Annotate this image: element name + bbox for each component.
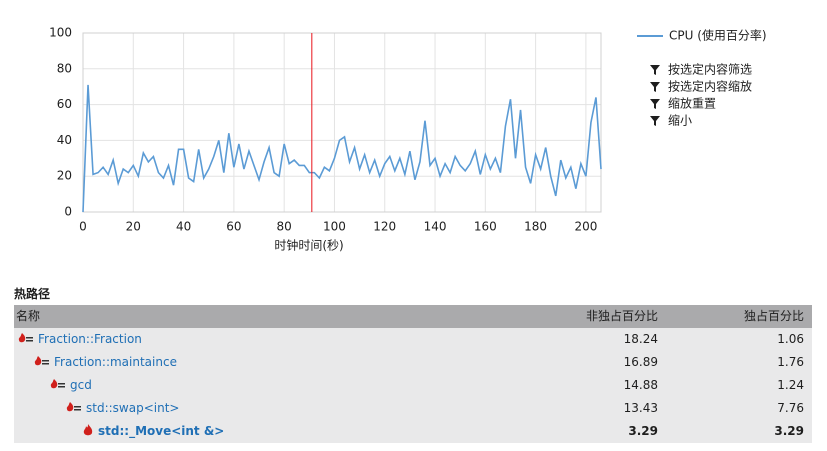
x-tick-label: 140	[424, 220, 447, 234]
y-tick-label: 40	[57, 133, 72, 147]
header-cell: 独占百分比	[743, 309, 804, 323]
filter-icon	[650, 82, 660, 92]
x-tick-label: 200	[574, 220, 597, 234]
function-name: std::swap<int>	[86, 401, 180, 415]
exclusive-percent: 1.76	[777, 355, 804, 369]
y-tick-label: 20	[57, 169, 72, 183]
x-tick-label: 80	[277, 220, 292, 234]
x-tick-label: 180	[524, 220, 547, 234]
x-tick-label: 160	[474, 220, 497, 234]
function-name: Fraction::maintaince	[54, 355, 177, 369]
y-tick-label: 80	[57, 61, 72, 75]
hot-path-table: 热路径 名称 非独占百分比 独占百分比 Fraction::Fraction 18…	[14, 283, 812, 443]
x-tick-label: 20	[126, 220, 141, 234]
table-row[interactable]: gcd 14.88 1.24	[14, 374, 812, 397]
table-title: 热路径	[14, 287, 51, 301]
filter-icon	[650, 116, 660, 126]
menu-item[interactable]: 缩放重置	[668, 96, 716, 111]
hot-icon	[18, 333, 33, 343]
exclusive-percent: 3.29	[774, 424, 804, 438]
inclusive-percent: 13.43	[623, 401, 658, 415]
name-cell: std::swap<int>	[66, 397, 179, 420]
exclusive-percent: 7.76	[777, 401, 804, 415]
x-tick-label: 100	[323, 220, 346, 234]
menu-item[interactable]: 按选定内容缩放	[668, 79, 752, 94]
inclusive-percent: 16.89	[623, 355, 658, 369]
table-row[interactable]: std::_Move<int &> 3.29 3.29	[14, 420, 812, 443]
exclusive-percent: 1.06	[777, 332, 804, 346]
header-cell: 名称	[16, 309, 41, 323]
x-axis-label: 时钟时间(秒)	[274, 238, 343, 253]
function-name: gcd	[70, 378, 92, 392]
x-tick-label: 0	[79, 220, 87, 234]
filter-icon	[650, 99, 660, 109]
y-tick-label: 0	[64, 205, 72, 219]
function-name: std::_Move<int &>	[98, 424, 225, 438]
plot-frame	[82, 32, 602, 213]
cpu-line	[82, 84, 602, 213]
chart: 时钟时间(秒) 0 20 40 60 80 100 0 20 40 60 80 100 120 140 16…	[49, 26, 767, 253]
inclusive-percent: 3.29	[628, 424, 658, 438]
name-cell: Fraction::Fraction	[18, 328, 142, 351]
hot-icon	[66, 402, 81, 412]
filter-icon	[650, 65, 660, 75]
hot-icon	[50, 379, 65, 389]
hot-icon	[34, 356, 49, 366]
header-cell: 非独占百分比	[585, 309, 658, 323]
menu-item[interactable]: 按选定内容筛选	[668, 62, 752, 77]
table-row[interactable]: std::swap<int> 13.43 7.76	[14, 397, 812, 420]
x-tick-label: 120	[373, 220, 396, 234]
legend-label: CPU (使用百分率)	[669, 28, 767, 43]
name-cell: gcd	[50, 374, 92, 397]
exclusive-percent: 1.24	[777, 378, 804, 392]
table-header: 名称 非独占百分比 独占百分比	[14, 305, 812, 328]
menu-item[interactable]: 缩小	[668, 113, 692, 128]
x-tick-label: 60	[226, 220, 241, 234]
table-row[interactable]: Fraction::maintaince 16.89 1.76	[14, 351, 812, 374]
x-tick-label: 40	[176, 220, 191, 234]
inclusive-percent: 18.24	[623, 332, 658, 346]
function-name: Fraction::Fraction	[38, 332, 142, 346]
table-row[interactable]: Fraction::Fraction 18.24 1.06	[14, 328, 812, 351]
y-tick-label: 60	[57, 97, 72, 111]
name-cell: Fraction::maintaince	[34, 351, 177, 374]
hot-icon	[83, 424, 93, 436]
inclusive-percent: 14.88	[623, 378, 658, 392]
name-cell: std::_Move<int &>	[82, 420, 224, 443]
y-tick-label: 100	[49, 26, 72, 40]
